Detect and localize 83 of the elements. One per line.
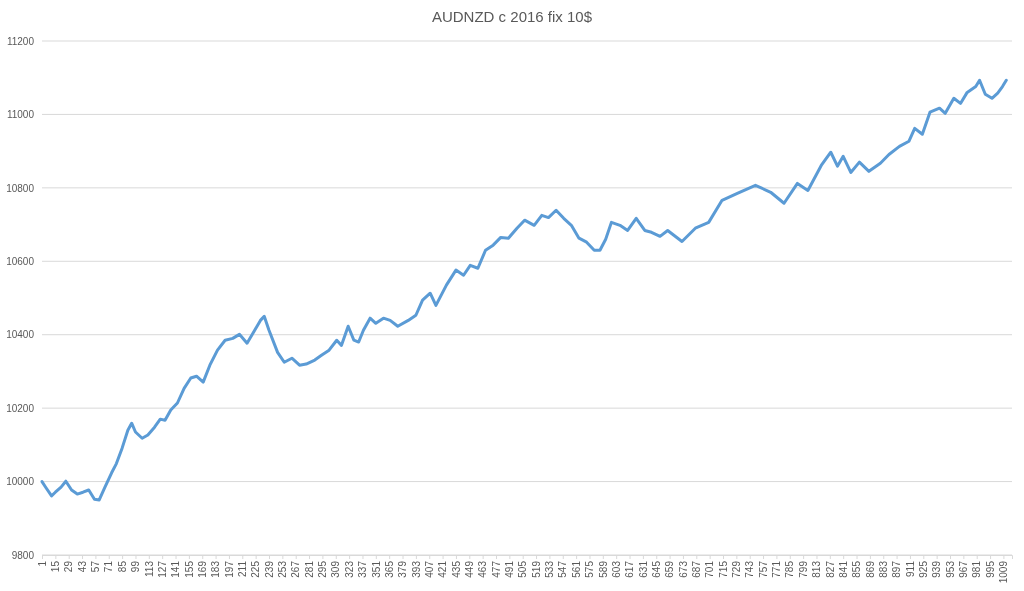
x-tick-label: 617 [624,560,636,578]
x-tick-label: 659 [664,560,676,578]
chart-title: AUDNZD c 2016 fix 10$ [431,8,593,25]
x-tick-label: 841 [837,560,849,578]
x-tick-label: 477 [490,560,502,578]
x-tick-label: 771 [771,560,783,578]
x-tick-label: 673 [677,560,689,578]
x-tick-label: 29 [63,560,75,573]
x-tick-label: 827 [824,560,836,578]
x-tick-label: 85 [116,560,128,573]
y-tick-label: 10000 [6,476,35,488]
y-tick-label: 11200 [6,35,35,47]
y-tick-label: 11000 [6,109,35,121]
x-tick-label: 743 [744,560,756,578]
x-tick-label: 883 [877,560,889,578]
x-tick-label: 645 [650,560,662,578]
x-tick-label: 729 [731,560,743,578]
x-tick-label: 491 [504,560,516,578]
x-tick-label: 141 [170,560,182,578]
y-tick-label: 9800 [11,549,35,561]
x-tick-label: 253 [277,560,289,578]
x-tick-label: 463 [477,560,489,578]
x-tick-label: 295 [317,560,329,578]
x-tick-label: 561 [570,560,582,578]
x-tick-label: 575 [584,560,596,578]
line-series [40,78,1008,502]
x-tick-label: 869 [864,560,876,578]
x-tick-label: 211 [236,560,248,577]
x-tick-label: 505 [517,560,529,578]
x-tick-label: 309 [330,560,342,578]
x-tick-label: 813 [811,560,823,578]
x-tick-label: 799 [797,560,809,578]
x-tick-label: 57 [90,560,102,573]
x-tick-label: 127 [156,560,168,578]
x-tick-label: 183 [210,560,222,578]
x-tick-label: 687 [691,560,702,578]
x-tick-label: 855 [851,560,863,578]
y-tick-label: 10200 [6,402,35,414]
x-tick-label: 323 [343,560,355,578]
x-tick-label: 15 [50,560,62,573]
x-tick-label: 547 [557,560,569,578]
x-tick-label: 519 [530,560,542,578]
x-tick-label: 365 [383,560,395,578]
x-tick-label: 449 [464,560,475,578]
y-tick-label: 10800 [6,182,35,194]
x-tick-label: 757 [757,560,769,578]
x-tick-label: 267 [290,560,302,578]
x-tick-label: 785 [784,560,796,578]
x-tick-label: 393 [410,560,422,578]
x-tick-label: 953 [944,560,956,578]
x-tick-label: 981 [971,560,983,578]
x-tick-label: 939 [931,560,943,578]
x-tick-label: 533 [544,560,556,578]
x-tick-label: 337 [357,560,369,578]
x-tick-label: 407 [423,560,435,578]
x-tick-label: 925 [918,560,929,578]
x-tick-label: 155 [183,560,195,578]
x-tick-label: 239 [263,560,275,578]
x-tick-label: 281 [303,560,315,578]
x-tick-label: 421 [437,560,449,578]
y-tick-label: 10600 [6,255,35,267]
x-tick-label: 113 [143,560,155,577]
x-tick-label: 379 [397,560,409,578]
x-tick-label: 71 [103,560,115,573]
x-tick-label: 225 [250,560,262,578]
x-tick-label: 897 [891,560,903,578]
x-tick-label: 995 [984,560,996,578]
x-tick-label: 1 [36,560,48,567]
x-tick-label: 1009 [998,560,1010,584]
x-tick-label: 631 [637,560,649,578]
x-tick-label: 967 [958,560,970,578]
x-tick-label: 589 [597,560,609,578]
x-tick-label: 603 [610,560,622,578]
x-tick-label: 43 [76,560,88,573]
x-tick-label: 351 [370,560,382,578]
x-tick-label: 701 [704,560,716,578]
x-tick-label: 715 [717,560,729,578]
x-tick-label: 197 [223,560,235,578]
y-tick-label: 10400 [6,329,35,341]
x-tick-label: 911 [904,560,916,577]
x-tick-label: 435 [450,560,462,578]
x-tick-label: 99 [130,560,142,573]
x-tick-label: 169 [196,560,208,578]
